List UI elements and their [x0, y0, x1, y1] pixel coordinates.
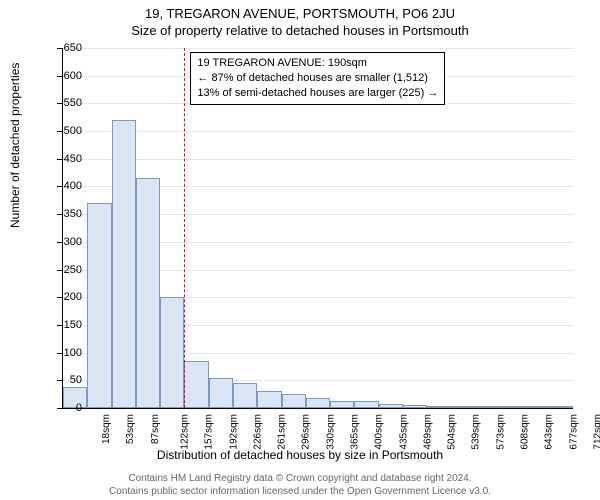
- histogram-bar: [87, 203, 111, 408]
- y-tick-label: 50: [52, 374, 82, 386]
- y-tick-label: 550: [52, 97, 82, 109]
- histogram-bar: [524, 406, 548, 408]
- histogram-bar: [379, 404, 403, 408]
- footer-line-1: Contains HM Land Registry data © Crown c…: [0, 472, 600, 485]
- x-tick-label: 400sqm: [374, 414, 385, 450]
- y-tick-label: 200: [52, 291, 82, 303]
- histogram-bar: [476, 406, 500, 408]
- chart-container: 19, TREGARON AVENUE, PORTSMOUTH, PO6 2JU…: [0, 0, 600, 500]
- annotation-line: 19 TREGARON AVENUE: 190sqm: [197, 56, 438, 71]
- y-tick-label: 150: [52, 319, 82, 331]
- plot-area: 18sqm53sqm87sqm122sqm157sqm192sqm226sqm2…: [62, 48, 573, 409]
- y-tick-label: 400: [52, 180, 82, 192]
- histogram-bar: [112, 120, 136, 408]
- y-tick-label: 650: [52, 42, 82, 54]
- histogram-bar: [452, 406, 476, 408]
- y-tick-label: 100: [52, 347, 82, 359]
- histogram-bar: [282, 394, 306, 408]
- x-tick-label: 712sqm: [592, 414, 600, 450]
- histogram-bar: [257, 391, 281, 408]
- x-tick-label: 365sqm: [350, 414, 361, 450]
- x-tick-label: 122sqm: [180, 414, 191, 450]
- y-tick-label: 600: [52, 70, 82, 82]
- x-tick-label: 539sqm: [471, 414, 482, 450]
- histogram-bar: [403, 405, 427, 408]
- x-tick-label: 296sqm: [301, 414, 312, 450]
- x-tick-label: 53sqm: [125, 414, 136, 444]
- histogram-bar: [233, 383, 257, 408]
- reference-line: [184, 48, 185, 408]
- histogram-bar: [306, 398, 330, 408]
- histogram-bar: [330, 401, 354, 408]
- x-tick-label: 504sqm: [447, 414, 458, 450]
- y-axis-label: Number of detached properties: [8, 63, 22, 228]
- x-tick-label: 435sqm: [398, 414, 409, 450]
- x-tick-label: 18sqm: [101, 414, 112, 444]
- histogram-bar: [160, 297, 184, 408]
- histogram-bar: [427, 406, 451, 408]
- x-tick-label: 608sqm: [520, 414, 531, 450]
- x-tick-label: 261sqm: [277, 414, 288, 450]
- annotation-line: ← 87% of detached houses are smaller (1,…: [197, 71, 438, 86]
- histogram-bar: [209, 378, 233, 408]
- y-tick-label: 350: [52, 208, 82, 220]
- x-tick-label: 469sqm: [422, 414, 433, 450]
- chart-title-main: 19, TREGARON AVENUE, PORTSMOUTH, PO6 2JU: [0, 0, 600, 21]
- histogram-bar: [500, 406, 524, 408]
- histogram-bar: [184, 361, 208, 408]
- x-axis-label: Distribution of detached houses by size …: [0, 448, 600, 462]
- footer-line-2: Contains public sector information licen…: [0, 485, 600, 498]
- y-tick-label: 250: [52, 264, 82, 276]
- y-tick-label: 500: [52, 125, 82, 137]
- x-tick-label: 677sqm: [568, 414, 579, 450]
- histogram-bar: [136, 178, 160, 408]
- y-tick-label: 0: [52, 402, 82, 414]
- x-tick-label: 192sqm: [228, 414, 239, 450]
- x-tick-label: 87sqm: [150, 414, 161, 444]
- y-tick-label: 300: [52, 236, 82, 248]
- gridline: [63, 131, 573, 132]
- x-tick-label: 226sqm: [252, 414, 263, 450]
- gridline: [63, 159, 573, 160]
- histogram-bar: [549, 406, 573, 408]
- gridline: [63, 48, 573, 49]
- histogram-bar: [354, 401, 378, 408]
- x-tick-label: 157sqm: [204, 414, 215, 450]
- y-tick-label: 450: [52, 153, 82, 165]
- chart-footer: Contains HM Land Registry data © Crown c…: [0, 472, 600, 498]
- x-tick-label: 643sqm: [544, 414, 555, 450]
- x-tick-label: 573sqm: [495, 414, 506, 450]
- annotation-box: 19 TREGARON AVENUE: 190sqm← 87% of detac…: [190, 52, 445, 105]
- x-tick-label: 330sqm: [325, 414, 336, 450]
- chart-title-sub: Size of property relative to detached ho…: [0, 21, 600, 38]
- annotation-line: 13% of semi-detached houses are larger (…: [197, 86, 438, 101]
